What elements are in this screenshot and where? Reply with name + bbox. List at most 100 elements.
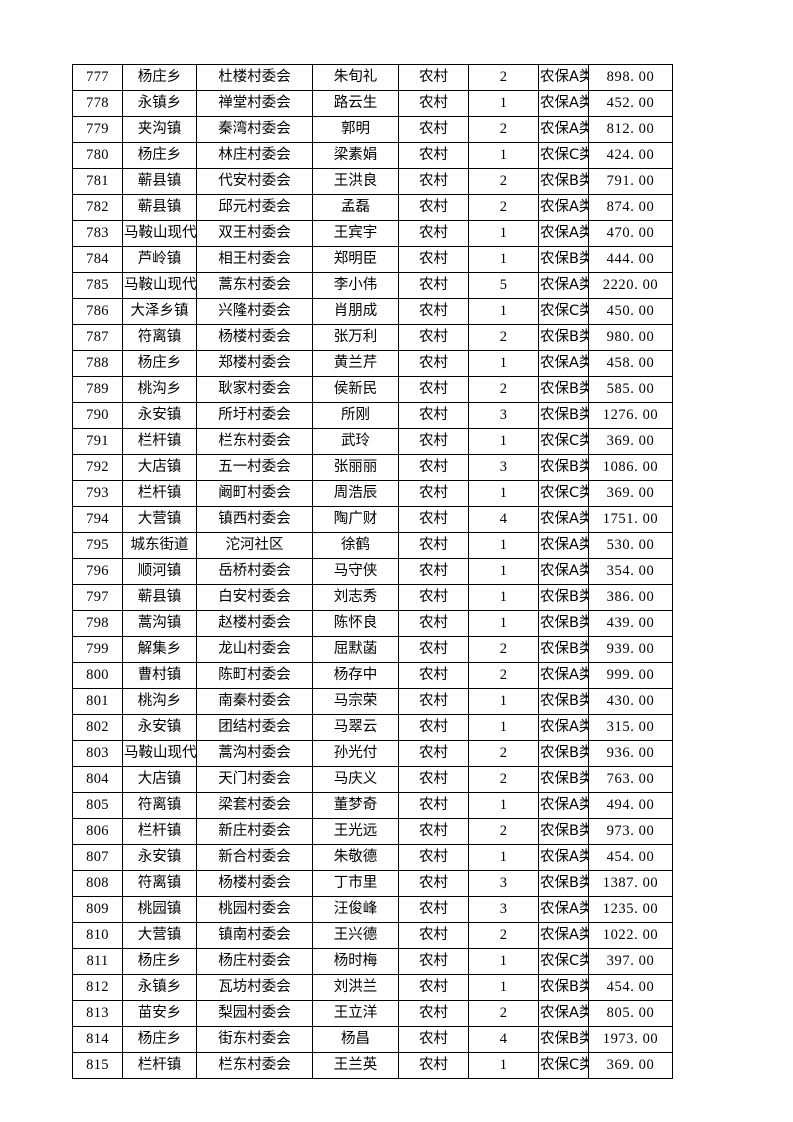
cell-person-name: 刘洪兰: [312, 974, 399, 1001]
table-row: 801 桃沟乡 南秦村委会 马宗荣 农村 1 农保B类 430. 00: [72, 688, 673, 715]
cell-amount: 2220. 00: [588, 272, 673, 299]
cell-person-count: 3: [468, 402, 539, 429]
cell-person-count: 1: [468, 350, 539, 377]
cell-township: 杨庄乡: [122, 64, 197, 91]
cell-insurance-category: 农保B类: [538, 168, 589, 195]
cell-village-committee: 林庄村委会: [196, 142, 313, 169]
cell-insurance-category: 农保C类: [538, 480, 589, 507]
cell-amount: 1387. 00: [588, 870, 673, 897]
cell-insurance-category: 农保A类: [538, 532, 589, 559]
cell-village-committee: 街东村委会: [196, 1026, 313, 1053]
cell-township: 永镇乡: [122, 974, 197, 1001]
cell-amount: 439. 00: [588, 610, 673, 637]
cell-household-type: 农村: [398, 350, 469, 377]
cell-village-committee: 栏东村委会: [196, 1052, 313, 1079]
cell-amount: 386. 00: [588, 584, 673, 611]
table-row: 802 永安镇 团结村委会 马翠云 农村 1 农保A类 315. 00: [72, 714, 673, 741]
cell-household-type: 农村: [398, 662, 469, 689]
roster-table-container: 777 杨庄乡 杜楼村委会 朱旬礼 农村 2 农保A类 898. 00 778 永镇乡 禅堂村委会路…: [72, 64, 673, 1079]
cell-household-type: 农村: [398, 818, 469, 845]
table-row: 804 大店镇 天门村委会 马庆义 农村 2 农保B类 763. 00: [72, 766, 673, 793]
cell-insurance-category: 农保B类: [538, 324, 589, 351]
cell-sequence-number: 779: [72, 116, 123, 143]
cell-village-committee: 兴隆村委会: [196, 298, 313, 325]
cell-person-name: 张丽丽: [312, 454, 399, 481]
cell-sequence-number: 785: [72, 272, 123, 299]
cell-person-name: 朱旬礼: [312, 64, 399, 91]
cell-township: 符离镇: [122, 870, 197, 897]
cell-village-committee: 栏东村委会: [196, 428, 313, 455]
cell-household-type: 农村: [398, 974, 469, 1001]
cell-household-type: 农村: [398, 766, 469, 793]
cell-person-count: 1: [468, 90, 539, 117]
cell-township: 大店镇: [122, 766, 197, 793]
cell-person-name: 陶广财: [312, 506, 399, 533]
cell-household-type: 农村: [398, 558, 469, 585]
cell-insurance-category: 农保B类: [538, 870, 589, 897]
table-row: 794 大营镇 镇西村委会 陶广财 农村 4 农保A类 1751. 00: [72, 506, 673, 533]
table-row: 789 桃沟乡 耿家村委会 侯新民 农村 2 农保B类 585. 00: [72, 376, 673, 403]
cell-township: 杨庄乡: [122, 1026, 197, 1053]
cell-person-count: 1: [468, 714, 539, 741]
cell-person-count: 2: [468, 64, 539, 91]
cell-village-committee: 禅堂村委会: [196, 90, 313, 117]
cell-amount: 315. 00: [588, 714, 673, 741]
cell-person-count: 1: [468, 220, 539, 247]
cell-village-committee: 新合村委会: [196, 844, 313, 871]
cell-village-committee: 赵楼村委会: [196, 610, 313, 637]
cell-sequence-number: 788: [72, 350, 123, 377]
cell-sequence-number: 813: [72, 1000, 123, 1027]
cell-township: 蕲县镇: [122, 168, 197, 195]
cell-person-count: 2: [468, 194, 539, 221]
cell-person-count: 1: [468, 610, 539, 637]
cell-household-type: 农村: [398, 714, 469, 741]
table-row: 790 永安镇 所圩村委会 所刚 农村 3 农保B类 1276. 00: [72, 402, 673, 429]
table-row: 807 永安镇 新合村委会 朱敬德 农村 1 农保A类 454. 00: [72, 844, 673, 871]
cell-village-committee: 相王村委会: [196, 246, 313, 273]
cell-village-committee: 杜楼村委会: [196, 64, 313, 91]
cell-insurance-category: 农保A类: [538, 792, 589, 819]
cell-household-type: 农村: [398, 168, 469, 195]
cell-sequence-number: 811: [72, 948, 123, 975]
cell-person-count: 2: [468, 636, 539, 663]
table-row: 812 永镇乡 瓦坊村委会 刘洪兰 农村 1 农保B类 454. 00: [72, 974, 673, 1001]
cell-township: 桃沟乡: [122, 376, 197, 403]
cell-person-count: 2: [468, 376, 539, 403]
cell-amount: 936. 00: [588, 740, 673, 767]
cell-person-name: 肖朋成: [312, 298, 399, 325]
cell-township: 马鞍山现代产业园: [122, 272, 197, 299]
cell-person-name: 周浩辰: [312, 480, 399, 507]
cell-village-committee: 杨楼村委会: [196, 870, 313, 897]
cell-amount: 1751. 00: [588, 506, 673, 533]
cell-insurance-category: 农保A类: [538, 506, 589, 533]
cell-township: 杨庄乡: [122, 350, 197, 377]
cell-sequence-number: 812: [72, 974, 123, 1001]
cell-person-name: 武玲: [312, 428, 399, 455]
cell-sequence-number: 787: [72, 324, 123, 351]
cell-insurance-category: 农保B类: [538, 584, 589, 611]
cell-amount: 530. 00: [588, 532, 673, 559]
cell-village-committee: 团结村委会: [196, 714, 313, 741]
cell-amount: 939. 00: [588, 636, 673, 663]
cell-person-name: 张万利: [312, 324, 399, 351]
cell-sequence-number: 784: [72, 246, 123, 273]
cell-person-name: 汪俊峰: [312, 896, 399, 923]
cell-amount: 1086. 00: [588, 454, 673, 481]
cell-sequence-number: 786: [72, 298, 123, 325]
cell-village-committee: 梨园村委会: [196, 1000, 313, 1027]
cell-sequence-number: 780: [72, 142, 123, 169]
cell-sequence-number: 803: [72, 740, 123, 767]
cell-village-committee: 所圩村委会: [196, 402, 313, 429]
cell-insurance-category: 农保C类: [538, 1052, 589, 1079]
cell-sequence-number: 814: [72, 1026, 123, 1053]
cell-household-type: 农村: [398, 246, 469, 273]
cell-insurance-category: 农保B类: [538, 376, 589, 403]
cell-household-type: 农村: [398, 142, 469, 169]
cell-amount: 458. 00: [588, 350, 673, 377]
cell-sequence-number: 798: [72, 610, 123, 637]
cell-person-name: 王光远: [312, 818, 399, 845]
cell-person-count: 2: [468, 116, 539, 143]
cell-insurance-category: 农保A类: [538, 558, 589, 585]
cell-village-committee: 杨楼村委会: [196, 324, 313, 351]
cell-person-name: 马翠云: [312, 714, 399, 741]
